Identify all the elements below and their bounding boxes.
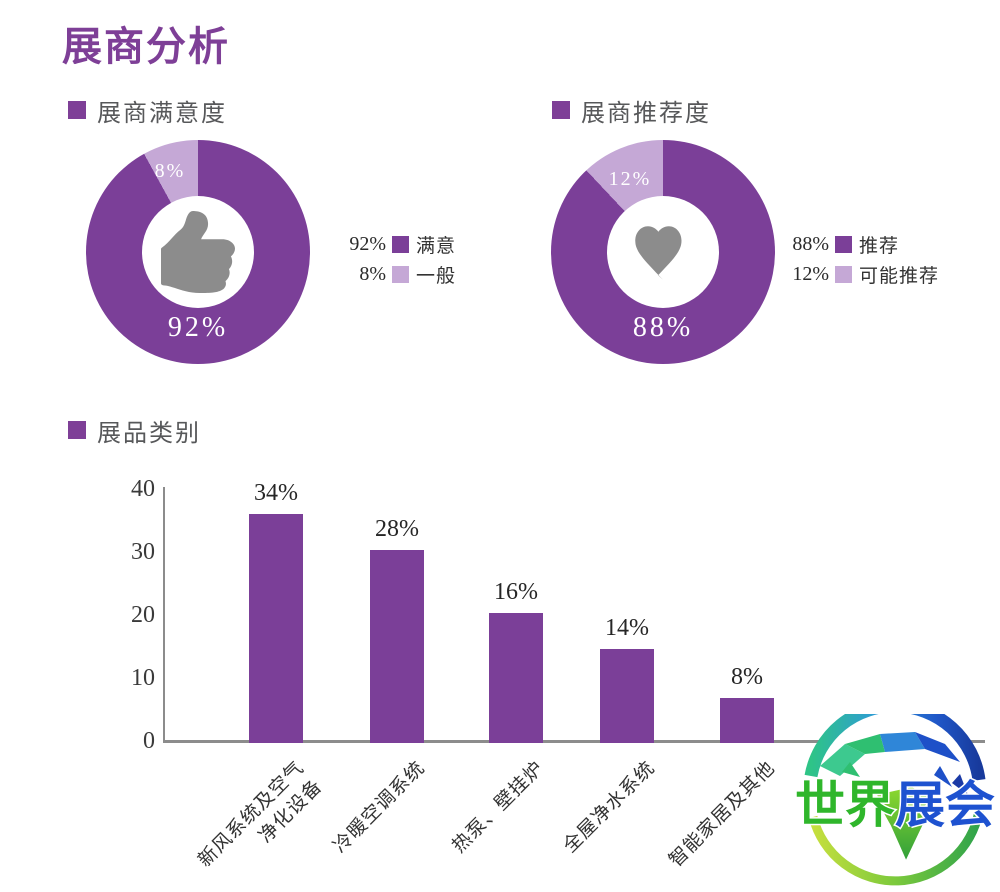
legend-label: 满意 <box>416 235 457 257</box>
section-title: 展商推荐度 <box>581 99 711 127</box>
square-bullet-icon <box>68 421 86 439</box>
legend-row: 92% 满意 <box>338 229 456 259</box>
bar <box>600 648 654 743</box>
y-axis-tick: 10 <box>131 665 155 691</box>
heart-icon <box>635 226 682 280</box>
globe-facet <box>880 732 925 752</box>
y-axis-tick: 30 <box>131 539 155 565</box>
page-title: 展商分析 <box>62 25 230 69</box>
south-america-shape <box>874 784 936 865</box>
category-label: 全屋净水系统 <box>480 756 661 892</box>
satisfaction-legend: 92% 满意 8% 一般 <box>338 229 456 289</box>
section-header-satisfaction: 展商满意度 <box>68 97 227 127</box>
bar <box>249 513 303 743</box>
bar-value-label: 16% <box>494 579 538 606</box>
y-axis-tick: 20 <box>131 602 155 628</box>
legend-label: 可能推荐 <box>859 265 940 287</box>
globe-facet <box>934 766 952 787</box>
donut-slice-label: 8% <box>154 160 186 182</box>
legend-value: 12% <box>792 262 829 285</box>
section-title: 展商满意度 <box>97 99 227 127</box>
legend-swatch-icon <box>835 235 852 253</box>
bar-value-label: 14% <box>605 614 649 641</box>
legend-swatch-icon <box>392 235 409 253</box>
legend-row: 88% 推荐 <box>781 229 939 259</box>
globe-bottom-arc <box>808 810 984 886</box>
bar-value-label: 34% <box>254 479 298 506</box>
legend-value: 8% <box>359 262 386 285</box>
section-title: 展品类别 <box>97 419 201 447</box>
y-axis-tick: 40 <box>131 476 155 502</box>
watermark-text-blue: 展会 <box>895 777 995 833</box>
square-bullet-icon <box>68 101 86 119</box>
square-bullet-icon <box>552 101 570 119</box>
legend-row: 8% 一般 <box>338 259 456 289</box>
section-header-recommendation: 展商推荐度 <box>552 97 711 127</box>
globe-facet <box>915 732 960 762</box>
recommendation-donut-chart: 12% 88% <box>551 140 775 364</box>
donut-slice-label: 12% <box>608 168 652 190</box>
section-header-categories: 展品类别 <box>68 417 201 447</box>
donut-hole <box>142 196 254 308</box>
y-axis-line <box>163 487 165 743</box>
x-axis-line <box>163 740 985 743</box>
satisfaction-donut-chart: 8% 92% <box>86 140 310 364</box>
bar-value-label: 28% <box>375 515 419 542</box>
bar-value-label: 8% <box>731 663 763 690</box>
legend-value: 92% <box>349 232 386 255</box>
globe-top-arc <box>804 714 986 781</box>
legend-swatch-icon <box>392 265 409 283</box>
legend-value: 88% <box>792 232 829 255</box>
donut-main-label: 92% <box>167 312 229 343</box>
globe-facet <box>952 774 968 795</box>
globe-facet <box>820 744 865 776</box>
legend-swatch-icon <box>835 265 852 283</box>
donut-hole <box>607 196 719 308</box>
donut-main-label: 88% <box>632 312 694 343</box>
bar <box>489 613 543 743</box>
bar <box>720 697 774 743</box>
legend-row: 12% 可能推荐 <box>781 259 939 289</box>
y-axis-tick: 0 <box>143 728 155 754</box>
globe-facet <box>842 762 860 777</box>
category-label-line: 全屋净水系统 <box>559 757 660 858</box>
bar <box>370 549 424 743</box>
watermark-text: 世界展会 <box>795 777 995 833</box>
thumbs-up-icon <box>161 211 235 293</box>
globe-icon: 世界展会 <box>794 714 997 890</box>
watermark-text-green: 世界 <box>795 777 895 833</box>
legend-label: 一般 <box>416 265 457 287</box>
globe-facet <box>845 734 885 754</box>
recommendation-legend: 88% 推荐 12% 可能推荐 <box>781 229 939 289</box>
legend-label: 推荐 <box>859 235 900 257</box>
